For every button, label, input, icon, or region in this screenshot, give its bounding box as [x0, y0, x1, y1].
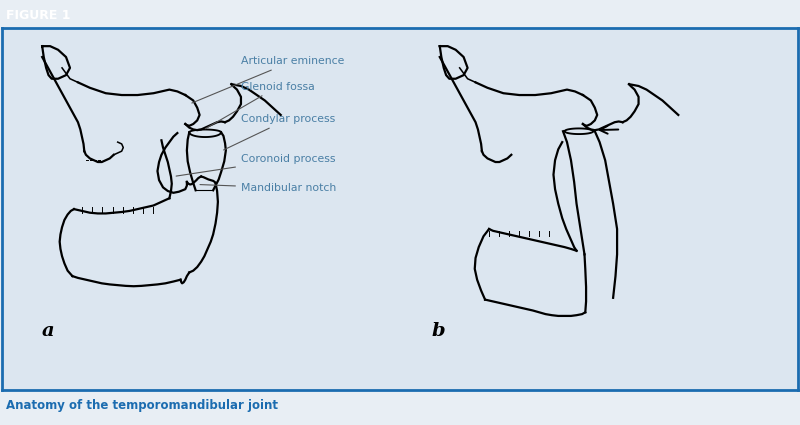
Text: a: a: [42, 322, 54, 340]
Text: Condylar process: Condylar process: [223, 114, 335, 150]
Text: Mandibular notch: Mandibular notch: [200, 183, 336, 193]
Text: Articular eminence: Articular eminence: [192, 56, 344, 103]
Text: Coronoid process: Coronoid process: [176, 154, 335, 176]
Text: b: b: [432, 322, 446, 340]
Text: Glenoid fossa: Glenoid fossa: [205, 82, 314, 129]
Text: Anatomy of the temporomandibular joint: Anatomy of the temporomandibular joint: [6, 399, 278, 412]
Text: FIGURE 1: FIGURE 1: [6, 8, 71, 22]
